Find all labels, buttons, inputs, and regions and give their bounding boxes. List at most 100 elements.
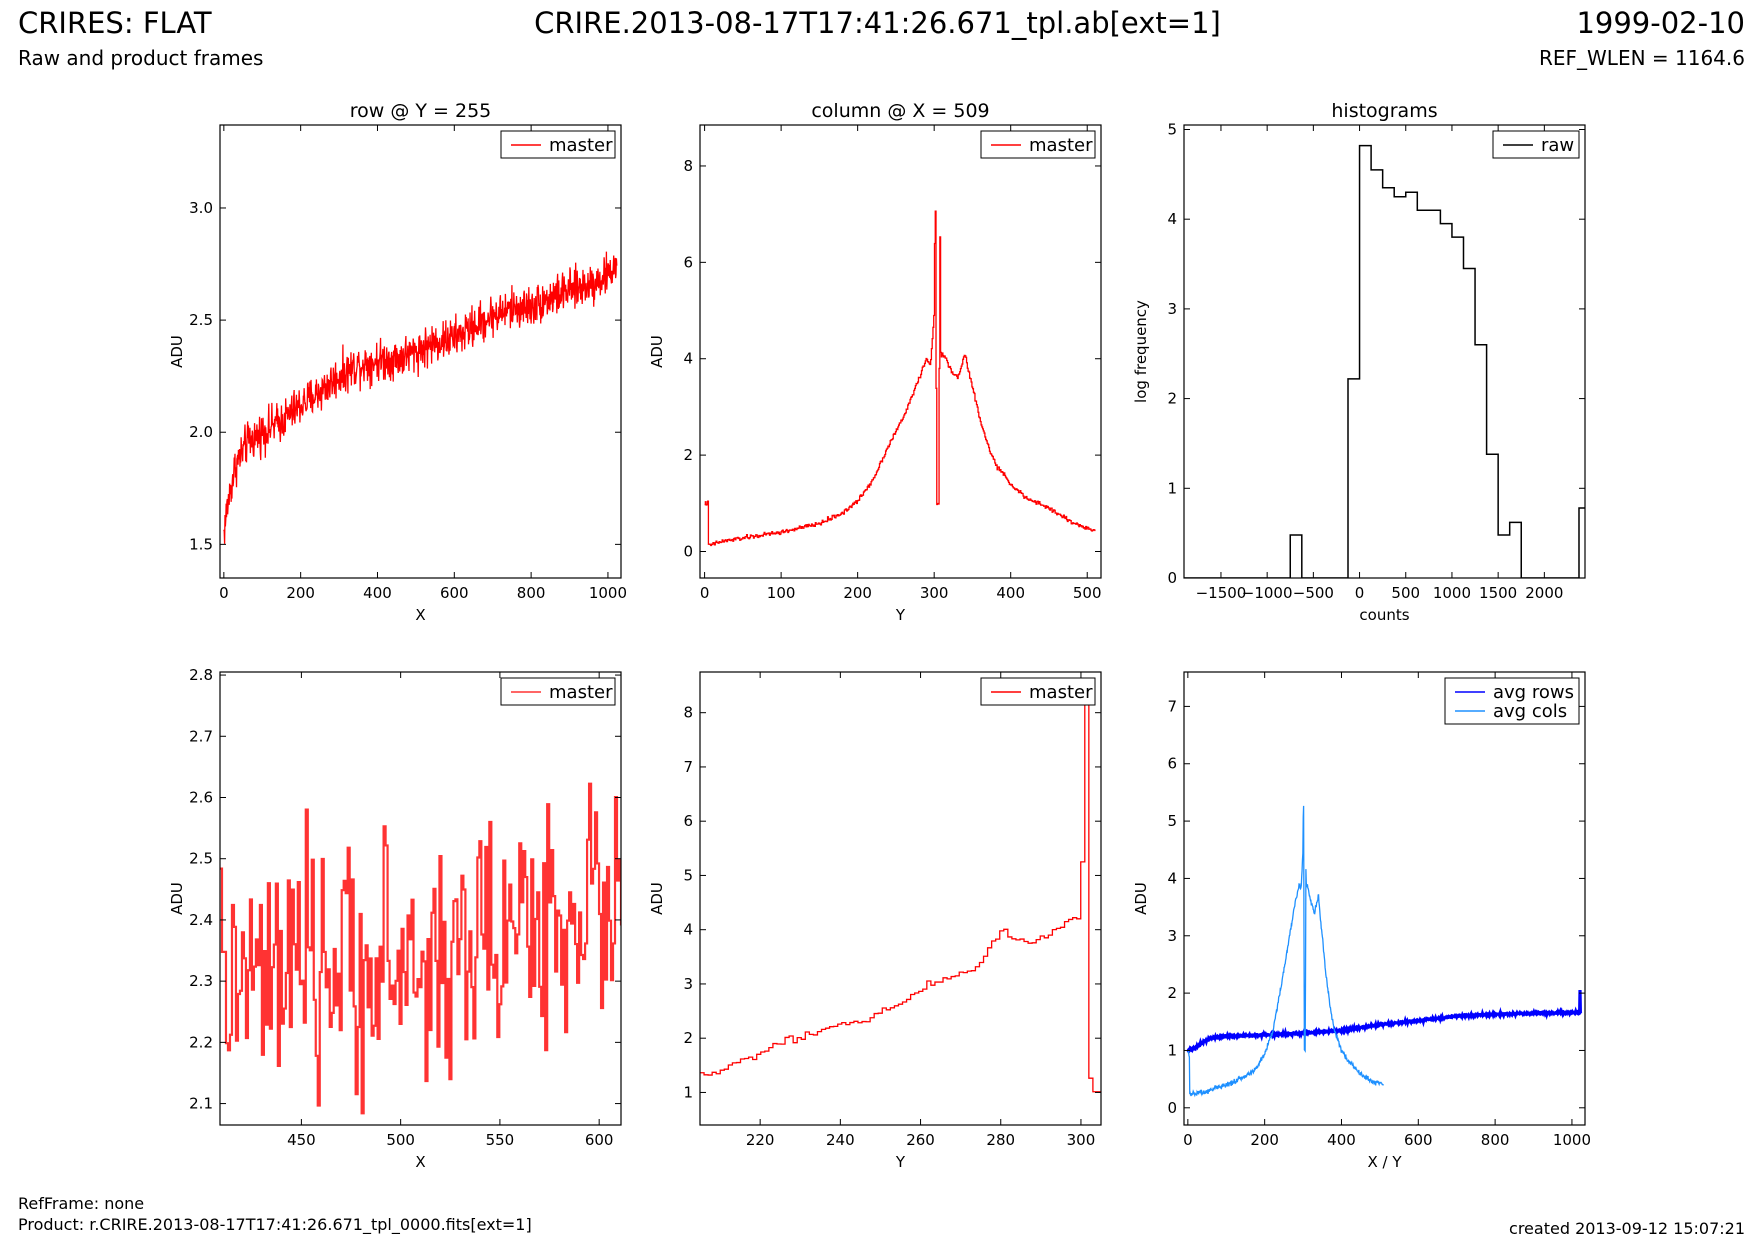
x-tick-label: −1000	[1242, 584, 1293, 602]
x-tick-label: 1000	[1433, 584, 1471, 602]
x-tick-label: −500	[1293, 584, 1334, 602]
plot-frame	[699, 671, 1102, 1126]
y-tick-label: 1	[683, 1083, 693, 1101]
x-tick-label: 600	[1404, 1131, 1433, 1149]
y-axis-label: log frequency	[1132, 300, 1150, 403]
chart-title: histograms	[1331, 100, 1437, 122]
y-axis-label: ADU	[648, 882, 666, 915]
y-tick-label: 1.5	[189, 535, 213, 553]
y-tick-label: 0	[1167, 1099, 1177, 1117]
x-tick-label: 500	[1391, 584, 1420, 602]
x-axis-label: Y	[895, 1153, 906, 1170]
x-tick-label: 240	[826, 1131, 855, 1149]
x-tick-label: 260	[906, 1131, 935, 1149]
x-tick-label: 800	[517, 584, 546, 602]
y-tick-label: 2	[1167, 984, 1177, 1002]
x-tick-label: 1500	[1479, 584, 1517, 602]
chart-histograms: histograms −1500−1000 −500 0 500 1000 1500 2000…	[1132, 100, 1586, 624]
legend-label: master	[549, 682, 613, 703]
series-line-raw	[1184, 144, 1585, 578]
refframe-note: RefFrame: none	[18, 1194, 145, 1213]
x-axis-label: Y	[895, 606, 906, 624]
report-subtitle: Raw and product frames	[18, 46, 264, 70]
series-line-avg-rows	[1186, 989, 1583, 1054]
y-tick-label: 2	[1167, 390, 1177, 408]
report-title: CRIRES: FLAT	[18, 6, 212, 40]
x-tick-label: 400	[1327, 1131, 1356, 1149]
series-line-avg-cols	[1187, 805, 1384, 1098]
x-tick-label: 1000	[1553, 1131, 1590, 1149]
y-tick-label: 4	[683, 921, 693, 939]
y-tick-label: 7	[683, 758, 693, 776]
series-line-master	[220, 782, 621, 1115]
y-tick-label: 2.3	[189, 972, 213, 990]
observation-date: 1999-02-10	[1576, 6, 1745, 40]
plot-frame	[1183, 671, 1586, 1126]
y-tick-label: 2.7	[189, 727, 213, 745]
x-tick-label: 200	[286, 584, 315, 602]
plot-frame	[699, 124, 1102, 579]
x-tick-label: 400	[363, 584, 392, 602]
legend-label: avg cols	[1493, 701, 1567, 722]
x-tick-label: 600	[585, 1131, 614, 1149]
chart-row-zoom: 450 500 550 600 2.1 2.2 2.3 2.4 2.5 2.6 2.7 2.8 X ADU…	[168, 666, 622, 1170]
x-tick-label: 300	[1067, 1131, 1096, 1149]
y-tick-label: 1	[1167, 1041, 1177, 1059]
x-tick-label: 300	[920, 584, 949, 602]
x-tick-label: 500	[1073, 584, 1102, 602]
plot-frame	[1183, 124, 1586, 579]
x-axis-label: X / Y	[1367, 1153, 1402, 1170]
y-tick-label: 4	[683, 350, 693, 368]
x-tick-label: 220	[746, 1131, 775, 1149]
x-tick-label: 450	[287, 1131, 316, 1149]
y-tick-label: 0	[1167, 569, 1177, 587]
y-tick-label: 5	[683, 866, 693, 884]
y-tick-label: 1	[1167, 479, 1177, 497]
y-axis-label: ADU	[1132, 882, 1150, 915]
y-tick-label: 2.0	[189, 423, 213, 441]
x-tick-label: 400	[996, 584, 1025, 602]
legend-label: master	[1029, 135, 1093, 156]
x-tick-label: 280	[986, 1131, 1015, 1149]
x-tick-label: 200	[1250, 1131, 1279, 1149]
x-tick-label: 1000	[589, 584, 627, 602]
legend-label: raw	[1541, 135, 1574, 156]
plot-frame	[219, 671, 622, 1126]
series-line-master	[704, 210, 1096, 547]
x-axis-label: X	[415, 1153, 425, 1170]
x-tick-label: 100	[767, 584, 796, 602]
series-line-master	[223, 251, 618, 544]
x-axis-label: X	[415, 606, 425, 624]
x-tick-label: 600	[440, 584, 469, 602]
y-tick-label: 2	[683, 1029, 693, 1047]
legend-label: master	[549, 135, 613, 156]
y-axis-label: ADU	[168, 882, 186, 915]
y-tick-label: 8	[683, 157, 693, 175]
y-axis-label: ADU	[168, 335, 186, 368]
y-tick-label: 5	[1167, 120, 1177, 138]
x-axis-label: counts	[1359, 606, 1409, 624]
y-tick-label: 5	[1167, 812, 1177, 830]
y-tick-label: 6	[683, 253, 693, 271]
x-tick-label: 0	[1183, 1131, 1193, 1149]
y-tick-label: 4	[1167, 210, 1177, 228]
chart-column-zoom: 220 240 260 280 300 1 2 3 4 5 6 7 8 Y ADU master	[648, 671, 1102, 1170]
y-tick-label: 7	[1167, 697, 1177, 715]
y-tick-label: 2.4	[189, 911, 213, 929]
chart-title: row @ Y = 255	[350, 100, 492, 122]
y-axis-label: ADU	[648, 335, 666, 368]
product-file-name: Product: r.CRIRE.2013-08-17T17:41:26.671…	[18, 1215, 532, 1234]
y-tick-label: 2.2	[189, 1033, 213, 1051]
y-tick-label: 0	[683, 542, 693, 560]
y-tick-label: 2.8	[189, 666, 213, 684]
reference-wavelength: REF_WLEN = 1164.6	[1538, 46, 1745, 70]
plot-frame	[219, 124, 622, 579]
y-tick-label: 2.5	[189, 311, 213, 329]
x-tick-label: 0	[700, 584, 710, 602]
x-tick-label: 500	[386, 1131, 415, 1149]
legend-label: avg rows	[1493, 682, 1574, 703]
y-tick-label: 3.0	[189, 199, 213, 217]
series-line-master	[700, 703, 1101, 1093]
created-timestamp: created 2013-09-12 15:07:21	[1509, 1219, 1745, 1238]
raw-file-name: CRIRE.2013-08-17T17:41:26.671_tpl.ab[ext…	[534, 6, 1221, 40]
